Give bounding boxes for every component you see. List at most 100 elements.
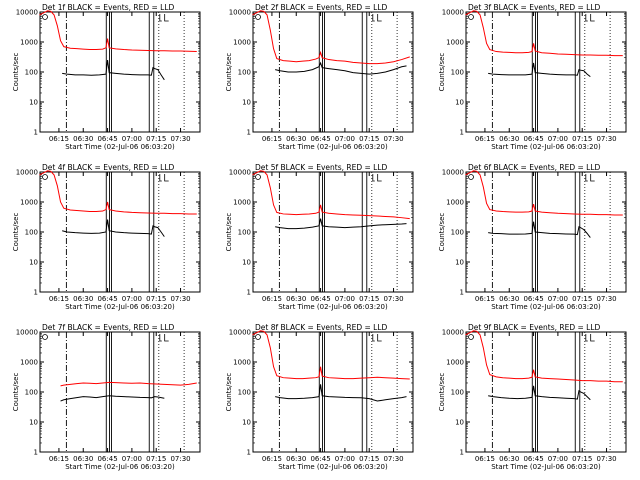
x-tick-label: 07:00 bbox=[335, 295, 355, 303]
y-tick-label: 100 bbox=[25, 229, 38, 237]
x-tick-label: 07:30 bbox=[170, 135, 190, 143]
x-tick-label: 07:00 bbox=[548, 295, 568, 303]
y-tick-label: 1 bbox=[34, 449, 38, 457]
y-axis-label: Counts/sec bbox=[438, 373, 446, 412]
panel-title: Det 4f BLACK = Events, RED = LLD bbox=[42, 163, 175, 172]
series-line bbox=[62, 219, 165, 237]
y-tick-label: 1 bbox=[460, 289, 464, 297]
y-tick-label: 1 bbox=[247, 289, 251, 297]
y-tick-label: 1000 bbox=[20, 359, 38, 367]
y-axis-label: Counts/sec bbox=[12, 373, 20, 412]
detector-panel: Det 1f BLACK = Events, RED = LLD 1 10 100 10… bbox=[12, 3, 201, 151]
x-tick-label: 06:15 bbox=[49, 295, 69, 303]
panel-title: Det 2f BLACK = Events, RED = LLD bbox=[255, 3, 388, 12]
y-tick-label: 10 bbox=[29, 419, 38, 427]
y-tick-label: 1 bbox=[247, 449, 251, 457]
x-tick-label: 06:45 bbox=[310, 135, 330, 143]
marker-bracket bbox=[585, 174, 588, 182]
series-line bbox=[488, 221, 591, 238]
x-tick-label: 07:15 bbox=[146, 135, 166, 143]
x-tick-label: 06:15 bbox=[475, 295, 495, 303]
x-tick-label: 07:30 bbox=[596, 135, 616, 143]
marker-bracket bbox=[377, 334, 382, 342]
series-line bbox=[275, 384, 407, 402]
detector-panel: Det 9f BLACK = Events, RED = LLD 1 10 100 10… bbox=[438, 323, 627, 471]
marker-circle bbox=[468, 334, 474, 340]
marker-circle bbox=[42, 334, 48, 340]
y-axis-label: Counts/sec bbox=[438, 53, 446, 92]
y-axis-label: Counts/sec bbox=[12, 53, 20, 92]
marker-bracket bbox=[372, 174, 375, 182]
y-tick-label: 1 bbox=[34, 289, 38, 297]
y-tick-label: 100 bbox=[451, 69, 464, 77]
x-tick-label: 07:15 bbox=[359, 135, 379, 143]
series-line bbox=[62, 59, 165, 81]
x-tick-label: 06:30 bbox=[73, 295, 93, 303]
marker-bracket bbox=[590, 14, 595, 22]
y-tick-label: 100 bbox=[451, 389, 464, 397]
detector-panel: Det 5f BLACK = Events, RED = LLD 1 10 100 10… bbox=[225, 163, 414, 311]
x-tick-label: 07:15 bbox=[359, 295, 379, 303]
x-tick-label: 06:15 bbox=[49, 135, 69, 143]
series-line bbox=[252, 10, 410, 65]
marker-bracket bbox=[585, 334, 588, 342]
y-tick-label: 10000 bbox=[16, 169, 38, 177]
series-line bbox=[60, 395, 165, 402]
panel-title: Det 1f BLACK = Events, RED = LLD bbox=[42, 3, 175, 12]
y-tick-label: 1000 bbox=[233, 39, 251, 47]
y-tick-label: 100 bbox=[25, 69, 38, 77]
y-tick-label: 1 bbox=[247, 129, 251, 137]
x-tick-label: 07:15 bbox=[572, 455, 592, 463]
x-tick-label: 06:45 bbox=[97, 135, 117, 143]
marker-bracket bbox=[590, 334, 595, 342]
x-tick-label: 07:30 bbox=[383, 135, 403, 143]
marker-circle bbox=[255, 174, 261, 180]
x-axis-label: Start Time (02-Jul-06 06:03:20) bbox=[65, 303, 175, 311]
y-tick-label: 10000 bbox=[229, 9, 251, 17]
plot-frame bbox=[39, 11, 201, 133]
x-tick-label: 06:45 bbox=[97, 295, 117, 303]
y-tick-label: 1000 bbox=[446, 39, 464, 47]
plot-frame bbox=[252, 171, 414, 293]
marker-bracket bbox=[372, 334, 375, 342]
plot-frame bbox=[39, 331, 201, 453]
x-tick-label: 07:00 bbox=[548, 455, 568, 463]
plot-frame bbox=[465, 11, 627, 133]
x-tick-label: 07:30 bbox=[383, 455, 403, 463]
y-tick-label: 1 bbox=[34, 129, 38, 137]
panel-title: Det 5f BLACK = Events, RED = LLD bbox=[255, 163, 388, 172]
y-tick-label: 100 bbox=[25, 389, 38, 397]
series-line bbox=[60, 381, 197, 387]
x-tick-label: 07:30 bbox=[170, 455, 190, 463]
x-tick-label: 07:15 bbox=[359, 455, 379, 463]
marker-circle bbox=[468, 174, 474, 180]
x-tick-label: 06:15 bbox=[475, 135, 495, 143]
x-tick-label: 06:30 bbox=[499, 455, 519, 463]
y-tick-label: 10000 bbox=[229, 329, 251, 337]
x-tick-label: 07:00 bbox=[122, 455, 142, 463]
x-tick-label: 06:45 bbox=[97, 455, 117, 463]
x-tick-label: 06:45 bbox=[523, 135, 543, 143]
detector-panel: Det 6f BLACK = Events, RED = LLD 1 10 100 10… bbox=[438, 163, 627, 311]
plot-frame bbox=[465, 331, 627, 453]
x-tick-label: 07:15 bbox=[572, 295, 592, 303]
y-tick-label: 1000 bbox=[233, 359, 251, 367]
y-axis-label: Counts/sec bbox=[225, 373, 233, 412]
series-line bbox=[488, 385, 591, 401]
y-tick-label: 10000 bbox=[16, 329, 38, 337]
y-axis-label: Counts/sec bbox=[438, 213, 446, 252]
y-tick-label: 100 bbox=[451, 229, 464, 237]
series-line bbox=[275, 61, 407, 75]
x-tick-label: 06:45 bbox=[310, 455, 330, 463]
x-axis-label: Start Time (02-Jul-06 06:03:20) bbox=[491, 463, 601, 471]
y-tick-label: 1000 bbox=[20, 39, 38, 47]
x-tick-label: 07:00 bbox=[122, 295, 142, 303]
x-tick-label: 06:15 bbox=[49, 455, 69, 463]
y-tick-label: 1000 bbox=[233, 199, 251, 207]
x-tick-label: 06:30 bbox=[499, 135, 519, 143]
marker-bracket bbox=[164, 14, 169, 22]
y-tick-label: 10000 bbox=[16, 9, 38, 17]
panel-title: Det 6f BLACK = Events, RED = LLD bbox=[468, 163, 601, 172]
x-tick-label: 06:30 bbox=[286, 135, 306, 143]
